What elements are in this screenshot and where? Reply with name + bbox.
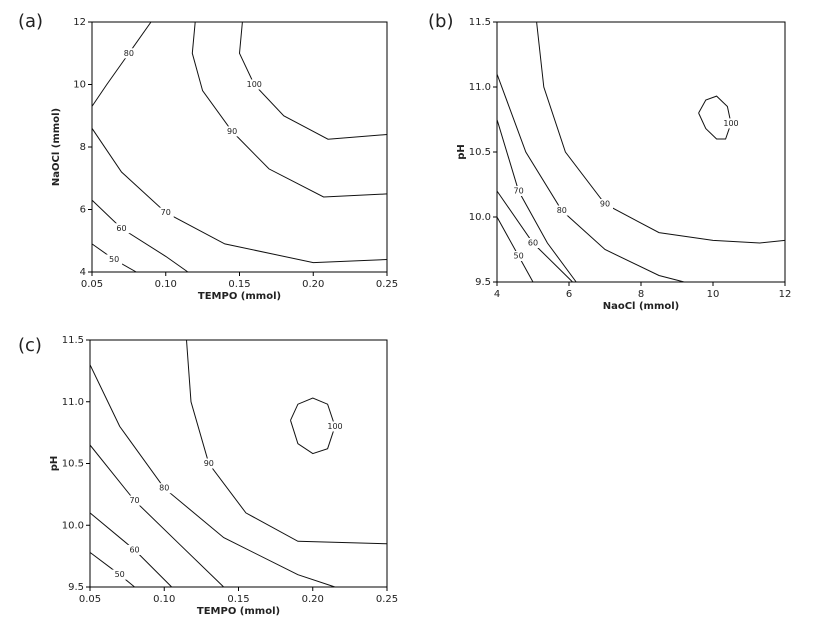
contour-label: 50 [109, 255, 119, 264]
y-tick-label: 10 [73, 80, 86, 91]
contour-label: 100 [247, 80, 262, 89]
contour-label-bg [510, 186, 527, 196]
x-tick-label: 0.05 [79, 594, 101, 605]
contour-label: 90 [204, 459, 214, 468]
y-tick-label: 4 [80, 267, 86, 278]
x-tick-label: 0.25 [376, 279, 398, 290]
contour-label-bg [327, 421, 344, 432]
y-tick-label: 11.0 [469, 82, 491, 93]
contour-label-bg [157, 207, 174, 218]
contour-label-bg [553, 205, 570, 216]
contour-label-bg [156, 483, 173, 494]
contour-line [496, 73, 685, 283]
contour-label: 80 [159, 484, 169, 493]
x-tick-label: 0.15 [227, 594, 249, 605]
contour-line [496, 216, 534, 283]
contour-label: 60 [528, 239, 538, 248]
y-tick-label: 10.0 [62, 520, 84, 531]
x-tick-label: 0.20 [302, 279, 324, 290]
contour-label: 50 [115, 570, 125, 579]
y-tick-label: 11.5 [469, 17, 491, 28]
x-tick-label: 0.20 [302, 594, 324, 605]
contour-line [91, 128, 388, 264]
plot-frame [91, 21, 388, 273]
contour-line [536, 21, 786, 244]
contour-line [698, 95, 732, 140]
contour-label: 70 [129, 496, 139, 505]
y-axis-label: pH [456, 144, 467, 160]
contour-line [238, 21, 388, 140]
panel-label: (b) [428, 11, 453, 32]
contour-label-bg [120, 48, 137, 59]
contour-label-bg [111, 569, 128, 580]
contour-label: 50 [514, 252, 524, 261]
contour-label: 60 [116, 224, 126, 233]
contour-label: 60 [129, 545, 139, 554]
y-tick-label: 11.0 [62, 397, 84, 408]
contour-label: 90 [227, 127, 237, 136]
contour-label-bg [224, 126, 241, 137]
contour-label: 100 [327, 422, 342, 431]
x-tick-label: 4 [494, 289, 500, 300]
contour-line [89, 444, 225, 588]
contour-line [89, 364, 336, 588]
contour-label: 90 [600, 200, 610, 209]
x-tick-label: 0.05 [81, 279, 103, 290]
x-tick-label: 8 [638, 289, 644, 300]
x-tick-label: 0.10 [153, 594, 175, 605]
x-tick-label: 0.15 [228, 279, 250, 290]
y-tick-label: 8 [80, 142, 86, 153]
x-tick-label: 10 [707, 289, 720, 300]
x-tick-label: 12 [779, 289, 792, 300]
contour-label-bg [200, 458, 217, 469]
y-tick-label: 6 [80, 205, 86, 216]
contour-label: 80 [557, 206, 567, 215]
contour-line [91, 21, 152, 107]
contour-label: 70 [514, 187, 524, 196]
contour-label: 80 [124, 49, 134, 58]
y-axis-label: pH [49, 456, 60, 472]
contour-label-bg [510, 251, 527, 261]
contour-label-bg [106, 254, 123, 265]
contour-label-bg [525, 238, 541, 248]
y-axis-label: NaOCl (mmol) [51, 108, 62, 186]
y-tick-label: 10.5 [62, 459, 84, 470]
y-tick-label: 10.0 [469, 212, 491, 223]
x-tick-label: 0.25 [376, 594, 398, 605]
contour-label-bg [113, 223, 130, 234]
contour-line [496, 119, 577, 283]
contour-label-bg [126, 544, 143, 555]
contour-label: 70 [161, 208, 171, 217]
x-axis-label: TEMPO (mmol) [197, 606, 280, 617]
contour-line [191, 21, 388, 198]
x-axis-label: TEMPO (mmol) [198, 291, 281, 302]
contour-label-bg [723, 118, 739, 129]
y-tick-label: 11.5 [62, 335, 84, 346]
x-axis-label: NaoCl (mmol) [603, 301, 680, 312]
y-tick-label: 9.5 [475, 277, 491, 288]
contour-label-bg [126, 495, 143, 506]
y-tick-label: 12 [73, 17, 86, 28]
contour-line [91, 199, 189, 273]
x-tick-label: 0.10 [155, 279, 177, 290]
x-tick-label: 6 [566, 289, 572, 300]
contour-label: 100 [723, 119, 738, 128]
y-tick-label: 9.5 [68, 582, 84, 593]
contour-line [186, 339, 388, 545]
panel-label: (c) [18, 335, 42, 356]
panel-label: (a) [18, 11, 43, 32]
contour-label-bg [246, 79, 263, 90]
y-tick-label: 10.5 [469, 147, 491, 158]
contour-label-bg [597, 199, 613, 209]
